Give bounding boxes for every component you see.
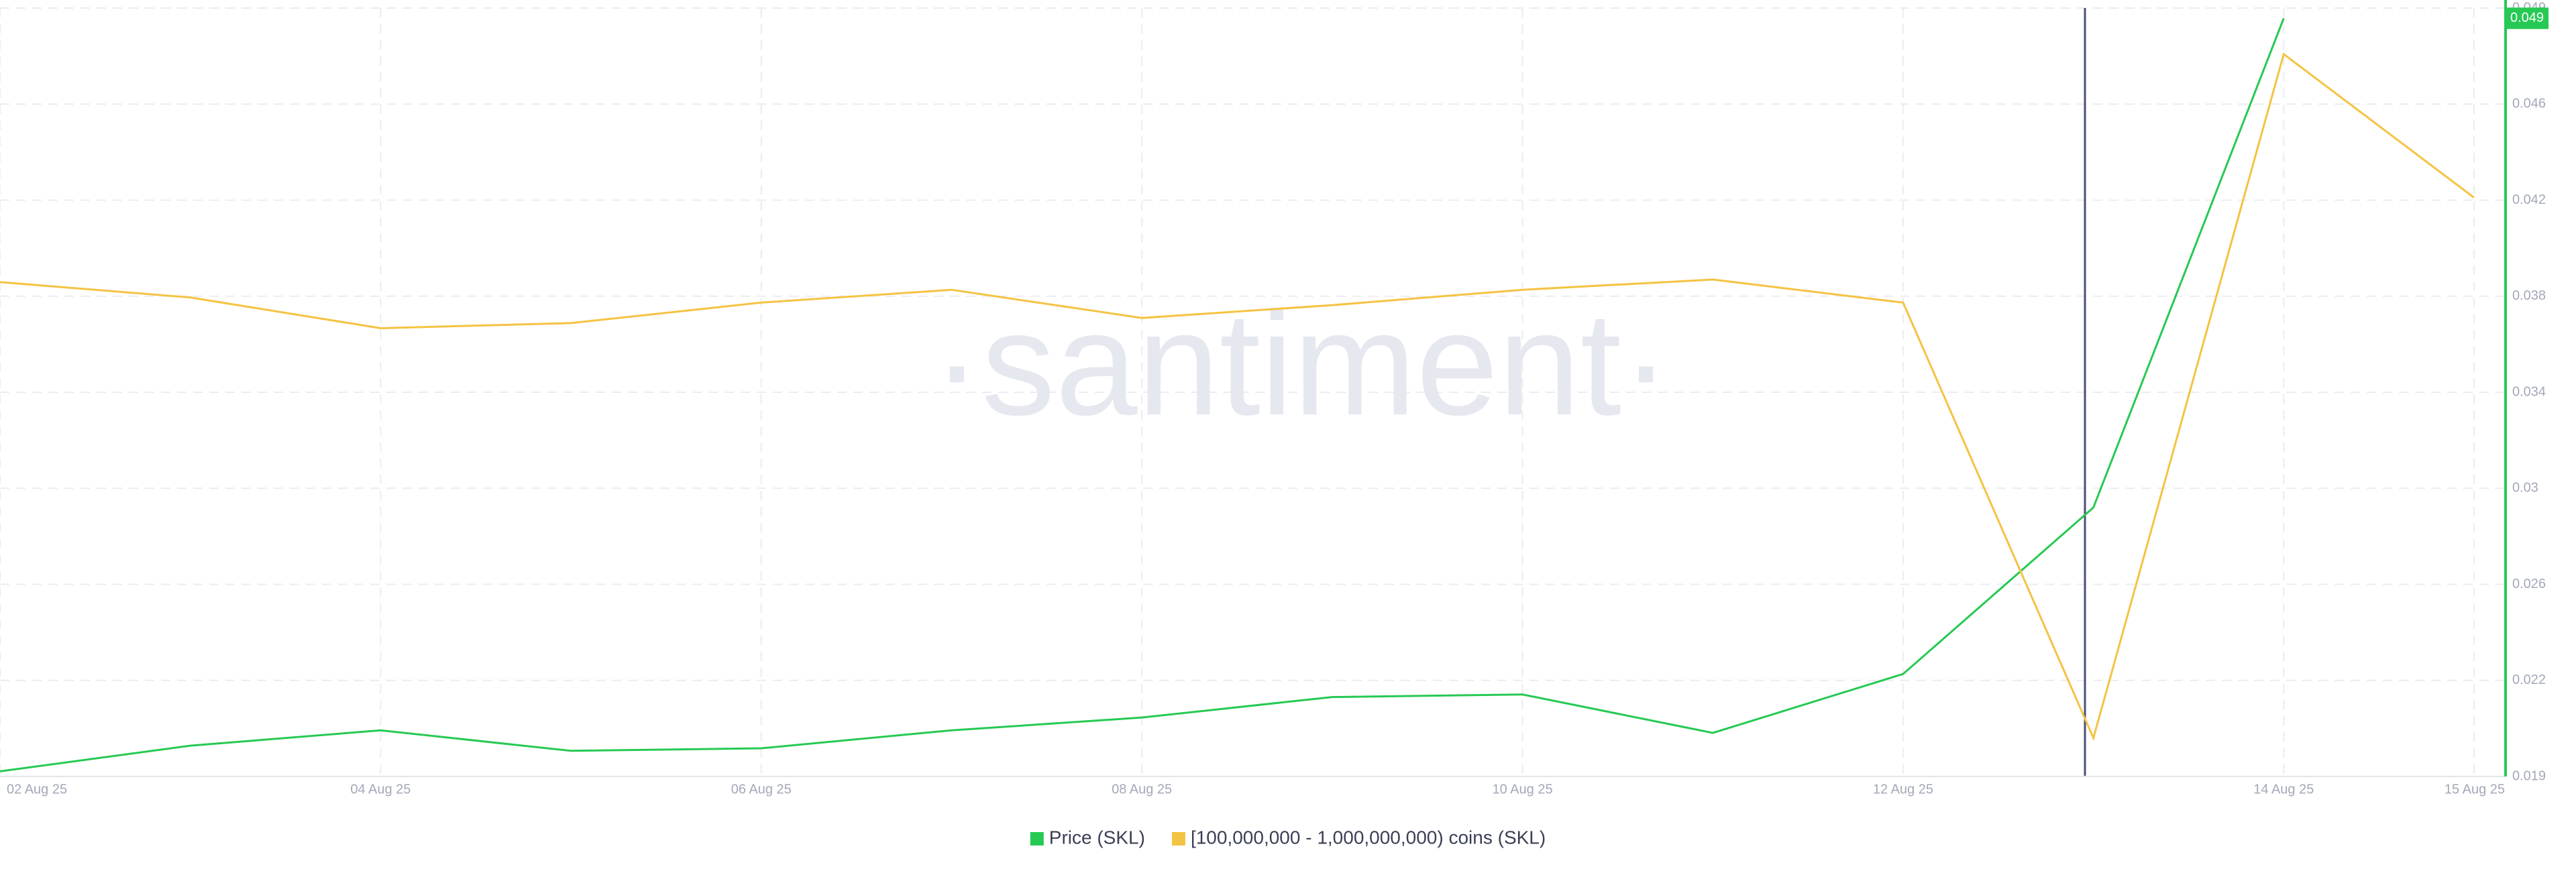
y-tick-label: 0.042 (2512, 192, 2546, 207)
y-tick-label: 0.03 (2512, 481, 2538, 495)
y-tick-label: 0.022 (2512, 673, 2546, 687)
x-tick-label: 06 Aug 25 (731, 782, 792, 797)
x-tick-label: 04 Aug 25 (350, 782, 411, 797)
watermark: ·santiment· (932, 281, 1670, 446)
y-tick-label: 0.046 (2512, 97, 2546, 111)
x-tick-label: 10 Aug 25 (1492, 782, 1552, 797)
x-tick-label: 08 Aug 25 (1112, 782, 1172, 797)
x-tick-label: 15 Aug 25 (2445, 782, 2505, 797)
legend-swatch (1171, 832, 1185, 845)
series-line (0, 17, 2285, 772)
legend-swatch (1030, 832, 1044, 845)
y-tick-label: 0.034 (2512, 384, 2546, 399)
series-line (0, 52, 2475, 742)
y-tick-label: 0.019 (2512, 768, 2546, 783)
value-label: 0.049 (2510, 11, 2544, 25)
y-tick-label: 0.038 (2512, 288, 2546, 303)
y-tick-label: 0.026 (2512, 577, 2546, 591)
legend-label: [100,000,000 - 1,000,000,000) coins (SKL… (1191, 827, 1546, 848)
legend-label: Price (SKL) (1049, 827, 1145, 848)
x-tick-label: 02 Aug 25 (7, 782, 67, 797)
legend: Price (SKL) [100,000,000 - 1,000,000,000)… (1030, 827, 1546, 848)
x-tick-label: 12 Aug 25 (1873, 782, 1933, 797)
x-tick-label: 14 Aug 25 (2253, 782, 2314, 797)
value-badge (2506, 7, 2548, 30)
